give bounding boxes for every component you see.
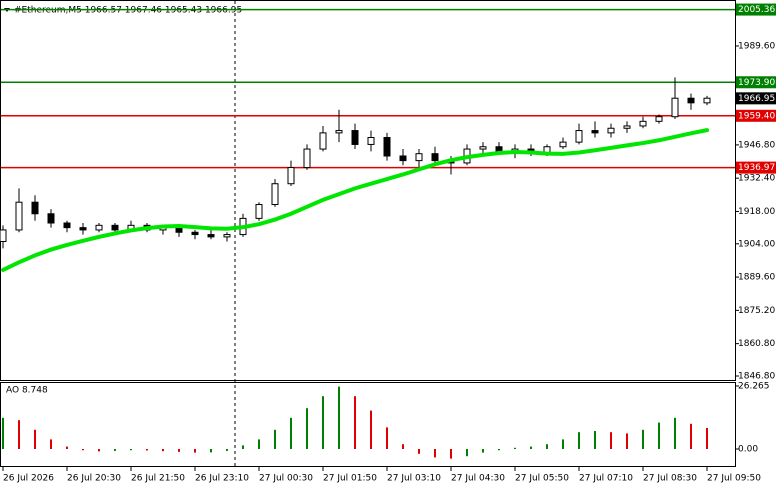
candle-body	[591, 130, 599, 134]
ao-label: AO 8.748	[6, 386, 48, 396]
x-tick-label: 26 Jul 21:50	[131, 474, 185, 484]
y-tick-label: 1860.80	[738, 339, 775, 349]
candle-body	[639, 120, 647, 127]
last-price-label: 1966.95	[738, 94, 775, 104]
candle-body	[687, 97, 695, 104]
x-tick-label: 26 Jul 20:30	[67, 474, 121, 484]
candle-body	[255, 204, 263, 219]
candle-body	[191, 231, 199, 236]
y-tick-label: 1989.60	[738, 41, 775, 51]
candle-body	[287, 167, 295, 185]
ao-frame	[0, 382, 736, 467]
ao-tick-label: 0.00	[738, 445, 758, 455]
candle-body	[79, 227, 87, 231]
y-tick-label: 1904.00	[738, 239, 775, 249]
x-tick-label: 27 Jul 00:30	[259, 474, 313, 484]
candle-body	[655, 116, 663, 122]
x-tick-label: 27 Jul 04:30	[451, 474, 505, 484]
candle-body	[319, 132, 327, 150]
candle-body	[0, 229, 7, 242]
y-tick-label: 1932.40	[738, 174, 775, 184]
candle-body	[15, 201, 23, 231]
candle-body	[335, 130, 343, 134]
candle-body	[367, 137, 375, 145]
candle-body	[431, 153, 439, 162]
candle-body	[623, 125, 631, 129]
x-tick-label: 27 Jul 07:10	[579, 474, 633, 484]
y-tick-label: 1875.20	[738, 306, 775, 316]
chart-title: #Ethereum,M5 1966.57 1967.46 1965.43 196…	[14, 6, 242, 16]
candle-body	[703, 97, 711, 104]
y-tick-label: 1846.80	[738, 372, 775, 382]
x-tick-label: 26 Jul 23:10	[195, 474, 249, 484]
ao-tick-label: 26.265	[738, 381, 770, 391]
level-tag	[736, 76, 776, 89]
candle-body	[207, 234, 215, 238]
x-tick-label: 27 Jul 03:10	[387, 474, 441, 484]
candle-body	[31, 201, 39, 215]
x-tick-label: 27 Jul 01:50	[323, 474, 377, 484]
candle-body	[303, 148, 311, 169]
candle-body	[47, 213, 55, 224]
candle-body	[175, 227, 183, 233]
candle-body	[271, 183, 279, 206]
candle-body	[399, 155, 407, 162]
level-label: 1959.40	[738, 111, 775, 121]
candle-body	[495, 146, 503, 152]
y-tick-label: 1946.80	[738, 140, 775, 150]
x-tick-label: 26 Jul 2026	[3, 474, 54, 484]
candle-body	[95, 224, 103, 231]
y-tick-label: 1889.60	[738, 273, 775, 283]
last-price-tag	[736, 92, 776, 105]
candle-body	[111, 224, 119, 231]
candle-body	[479, 146, 487, 150]
candle-body	[559, 141, 567, 148]
x-tick-label: 27 Jul 05:50	[515, 474, 569, 484]
level-label: 1973.90	[738, 78, 775, 88]
candle-body	[351, 130, 359, 145]
moving-average	[1, 128, 709, 272]
candle-body	[223, 234, 231, 238]
x-tick-label: 27 Jul 08:30	[643, 474, 697, 484]
candle-body	[383, 137, 391, 157]
level-tag	[736, 161, 776, 174]
level-tag	[736, 3, 776, 16]
candle-body	[415, 153, 423, 162]
candle-body	[63, 222, 71, 229]
price-frame	[0, 0, 736, 381]
level-label: 1936.97	[738, 163, 775, 173]
candle-body	[607, 127, 615, 134]
level-label: 2005.36	[738, 5, 775, 15]
candle-body	[671, 97, 679, 118]
level-tag	[736, 109, 776, 122]
candle-body	[575, 130, 583, 143]
y-tick-label: 1918.00	[738, 207, 775, 217]
x-tick-label: 27 Jul 09:50	[707, 474, 761, 484]
